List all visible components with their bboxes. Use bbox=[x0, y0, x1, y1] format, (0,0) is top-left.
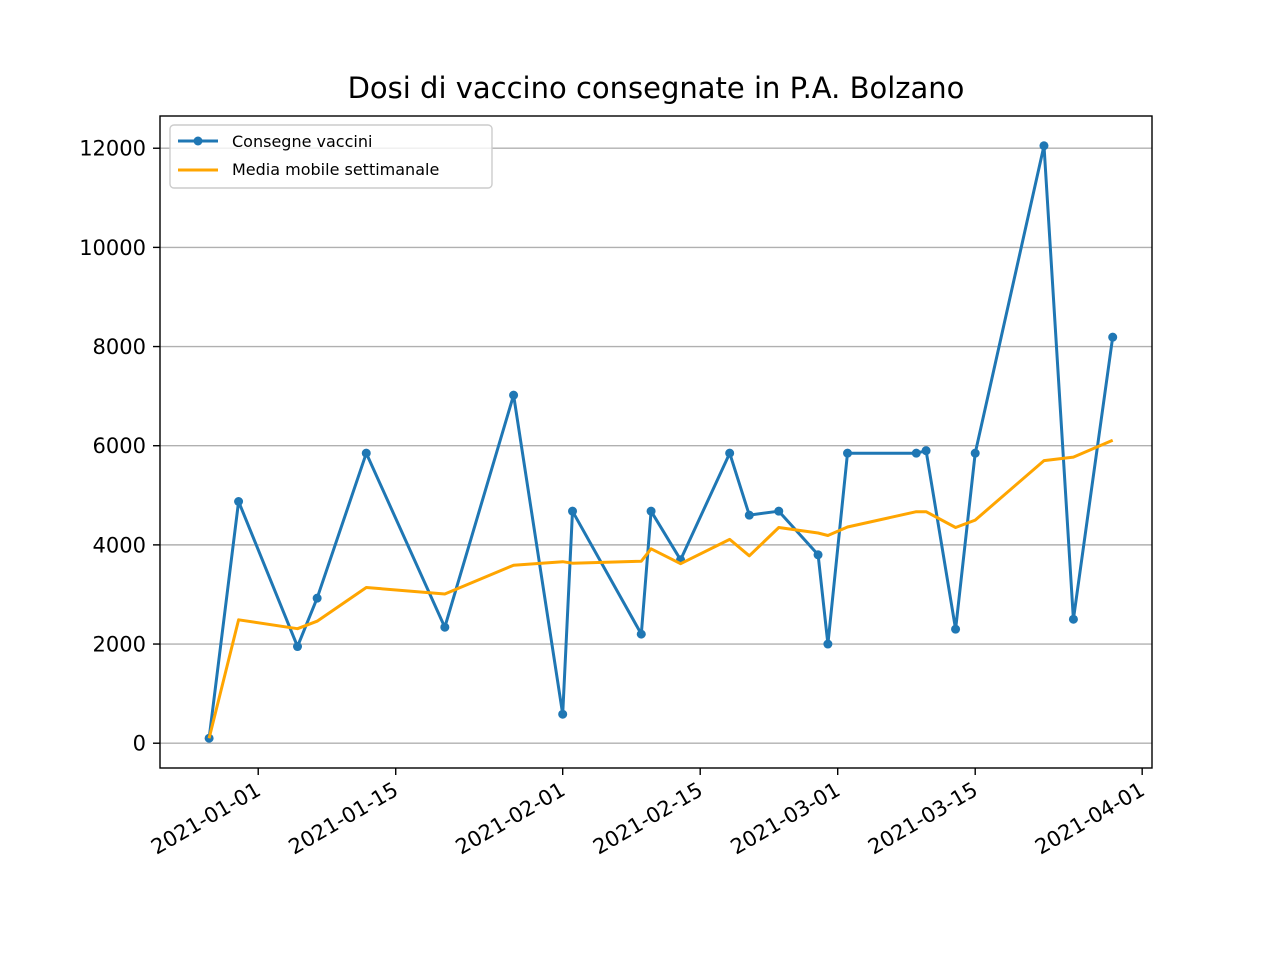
chart-title: Dosi di vaccino consegnate in P.A. Bolza… bbox=[348, 71, 965, 105]
y-tick-label: 8000 bbox=[93, 335, 146, 359]
data-point bbox=[951, 624, 961, 634]
data-point bbox=[725, 448, 735, 458]
y-tick-label: 6000 bbox=[93, 434, 146, 458]
data-point bbox=[843, 448, 853, 458]
legend-box bbox=[169, 124, 493, 189]
data-point bbox=[813, 550, 823, 560]
data-point bbox=[921, 446, 931, 456]
y-tick-label: 0 bbox=[133, 732, 146, 756]
data-point bbox=[636, 629, 646, 639]
y-axis: 0 2000 4000 6000 8000 10000 12000 bbox=[79, 137, 160, 756]
data-point bbox=[774, 506, 784, 516]
data-point bbox=[440, 622, 450, 632]
data-point bbox=[1039, 141, 1049, 151]
data-point bbox=[509, 390, 519, 400]
y-tick-label: 10000 bbox=[79, 236, 146, 260]
legend-marker-consegne bbox=[193, 136, 203, 146]
data-point bbox=[744, 510, 754, 520]
data-point bbox=[1068, 614, 1078, 624]
data-point bbox=[568, 506, 578, 516]
data-point bbox=[646, 506, 656, 516]
data-point bbox=[911, 448, 921, 458]
data-point bbox=[312, 593, 322, 603]
gridlines bbox=[160, 147, 1152, 744]
data-point bbox=[558, 709, 568, 719]
legend-label-consegne: Consegne vaccini bbox=[232, 132, 372, 151]
data-point bbox=[823, 639, 833, 649]
y-tick-label: 4000 bbox=[93, 533, 146, 557]
y-tick-label: 12000 bbox=[79, 137, 146, 161]
plot-frame bbox=[159, 115, 1153, 769]
data-point bbox=[361, 448, 371, 458]
series-layer bbox=[204, 141, 1118, 743]
data-point bbox=[234, 496, 244, 506]
y-tick-label: 2000 bbox=[93, 633, 146, 657]
data-point bbox=[1108, 332, 1118, 342]
legend-label-media: Media mobile settimanale bbox=[232, 160, 439, 179]
series-line-media bbox=[207, 438, 1114, 739]
legend: Consegne vaccini Media mobile settimanal… bbox=[169, 124, 493, 189]
data-point bbox=[293, 642, 303, 652]
data-point bbox=[970, 448, 980, 458]
